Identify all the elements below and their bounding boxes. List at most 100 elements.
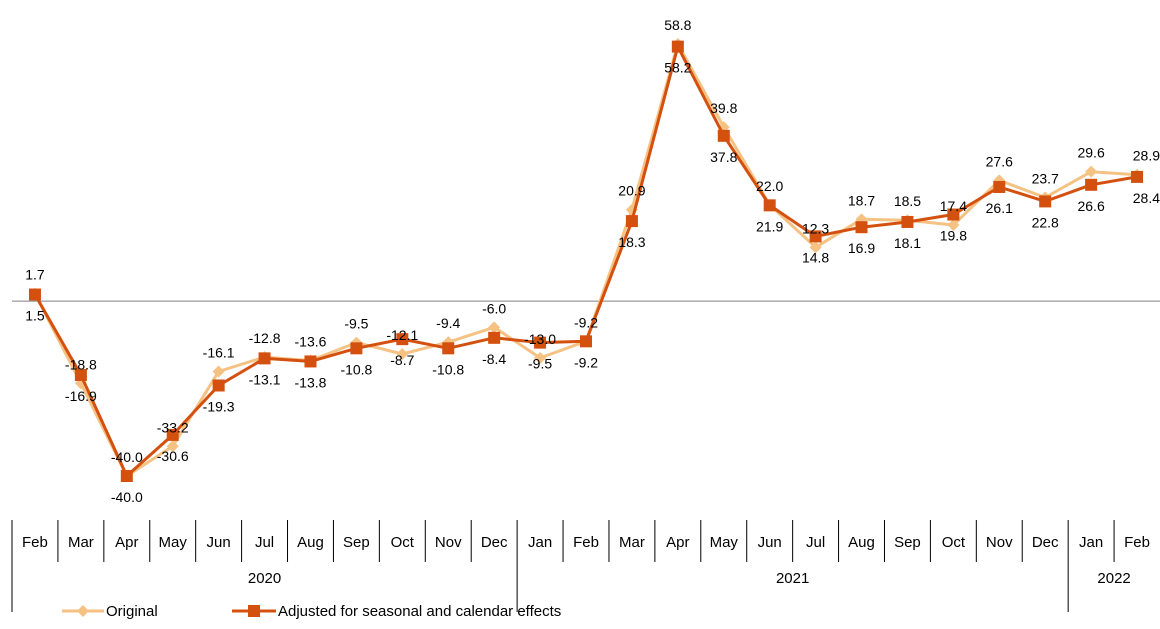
x-tick-label: Feb [1124, 534, 1150, 551]
data-label: -40.0 [111, 489, 143, 505]
year-label: 2022 [1097, 570, 1130, 587]
series-2-point [717, 129, 730, 142]
data-label: -9.5 [528, 356, 552, 372]
x-tick-label: Sep [894, 534, 921, 551]
data-label: 27.6 [986, 153, 1013, 169]
series-layer [28, 38, 1144, 482]
series-2-point [993, 180, 1006, 193]
data-label: 18.3 [618, 234, 645, 250]
series-line-2 [33, 45, 1138, 478]
x-tick-label: Jul [255, 534, 274, 551]
data-label: -9.2 [574, 314, 598, 330]
series-2-point [625, 215, 638, 228]
category-axis: Feb Mar Apr May Jun Jul Aug Sep Oct Nov Dec Jan Feb M… [11, 520, 1150, 612]
data-label: 21.9 [756, 218, 783, 234]
series-2-point [488, 331, 501, 344]
series-2-point [396, 333, 409, 346]
series-2-point [809, 230, 822, 243]
year-label: 2021 [776, 570, 809, 587]
series-2-point [442, 342, 455, 355]
data-label: 12.3 [802, 220, 829, 236]
data-label: 20.9 [618, 183, 645, 199]
data-label: 26.1 [986, 200, 1013, 216]
data-label: 29.6 [1077, 145, 1104, 161]
data-label: -12.8 [249, 330, 281, 346]
x-tick-label: Dec [481, 534, 508, 551]
x-tick-label: Jul [806, 534, 825, 551]
legend-label-adjusted: Adjusted for seasonal and calendar effec… [278, 603, 561, 620]
x-tick-label: Nov [435, 534, 462, 551]
data-label: -8.7 [390, 352, 414, 368]
series-2-point [671, 40, 684, 53]
series-2-point [1131, 170, 1144, 183]
data-label: 58.8 [664, 17, 691, 33]
data-label: 19.8 [940, 228, 967, 244]
x-tick-label: Jun [758, 534, 782, 551]
data-label: -8.4 [482, 351, 506, 367]
data-label: -16.9 [65, 388, 97, 404]
series-1-point [947, 219, 960, 232]
x-tick-label: Sep [343, 534, 370, 551]
series-2-point [212, 379, 225, 392]
legend-marker-original [77, 605, 89, 617]
series-1-point [396, 348, 409, 361]
data-label: -13.0 [524, 331, 556, 347]
x-tick-label: Feb [22, 534, 48, 551]
series-2-point [763, 199, 776, 212]
data-label: 39.8 [710, 100, 737, 116]
data-label: 16.9 [848, 240, 875, 256]
data-label: 37.8 [710, 149, 737, 165]
data-label: -13.6 [295, 334, 327, 350]
data-label: -19.3 [203, 398, 235, 414]
series-2-point [166, 428, 179, 441]
series-2-point [258, 352, 271, 365]
series-1-point [488, 321, 501, 334]
series-2-point [901, 215, 914, 228]
series-1-point [809, 241, 822, 254]
data-label: -16.1 [203, 344, 235, 360]
x-tick-label: Mar [68, 534, 94, 551]
x-tick-label: Dec [1032, 534, 1059, 551]
data-label: 22.8 [1032, 214, 1059, 230]
x-tick-label: Oct [391, 534, 415, 551]
year-label: 2020 [248, 570, 281, 587]
data-label: -12.1 [386, 327, 418, 343]
series-2-point [534, 336, 547, 349]
data-label: -30.6 [157, 448, 189, 464]
series-1-point [212, 365, 225, 378]
data-label: -9.2 [574, 354, 598, 370]
legend: Original Adjusted for seasonal and calend… [62, 603, 561, 620]
series-2-point [120, 470, 133, 482]
x-tick-label: Feb [573, 534, 599, 551]
series-2-point [855, 221, 868, 234]
series-line-1 [33, 42, 1138, 478]
series-2-point [947, 208, 960, 221]
data-label: -33.2 [157, 419, 189, 435]
data-label: 26.6 [1077, 198, 1104, 214]
x-tick-label: May [710, 534, 739, 551]
data-label: -10.8 [432, 361, 464, 377]
data-label: -9.5 [344, 316, 368, 332]
data-label: 22.0 [756, 178, 783, 194]
x-tick-label: May [159, 534, 188, 551]
data-label: 18.5 [894, 193, 921, 209]
x-tick-label: Oct [942, 534, 966, 551]
data-label: 28.9 [1133, 148, 1160, 164]
data-label: -13.8 [295, 374, 327, 390]
series-1-point [1085, 165, 1098, 178]
series-2-point [28, 288, 41, 301]
x-tick-label: Aug [297, 534, 324, 551]
x-tick-label: Mar [619, 534, 645, 551]
data-label: 1.5 [25, 308, 45, 324]
data-label: 28.4 [1133, 190, 1160, 206]
data-label: 1.7 [25, 267, 45, 283]
x-tick-label: Jan [528, 534, 552, 551]
legend-label-original: Original [106, 603, 158, 620]
data-label: 18.7 [848, 192, 875, 208]
series-2-point [580, 335, 592, 348]
x-tick-label: Apr [115, 534, 138, 551]
x-tick-label: Jan [1079, 534, 1103, 551]
data-label: 17.4 [940, 198, 967, 214]
data-label: -10.8 [340, 361, 372, 377]
